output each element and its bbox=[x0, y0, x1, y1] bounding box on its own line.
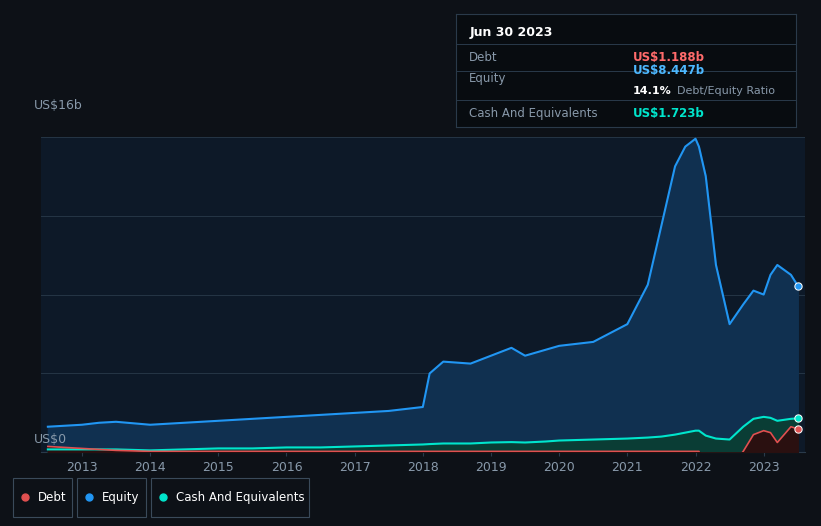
Text: Cash And Equivalents: Cash And Equivalents bbox=[470, 107, 598, 120]
Text: 14.1%: 14.1% bbox=[633, 86, 672, 96]
Text: Equity: Equity bbox=[102, 491, 140, 503]
Text: Debt: Debt bbox=[470, 50, 498, 64]
Text: US$8.447b: US$8.447b bbox=[633, 64, 705, 77]
Text: US$1.723b: US$1.723b bbox=[633, 107, 704, 120]
Text: Equity: Equity bbox=[470, 72, 507, 85]
Text: Debt/Equity Ratio: Debt/Equity Ratio bbox=[677, 86, 775, 96]
Text: Debt: Debt bbox=[38, 491, 67, 503]
Text: Cash And Equivalents: Cash And Equivalents bbox=[176, 491, 305, 503]
Text: US$0: US$0 bbox=[34, 433, 67, 446]
Text: US$1.188b: US$1.188b bbox=[633, 50, 704, 64]
Text: US$16b: US$16b bbox=[34, 98, 82, 112]
Text: Jun 30 2023: Jun 30 2023 bbox=[470, 25, 553, 38]
